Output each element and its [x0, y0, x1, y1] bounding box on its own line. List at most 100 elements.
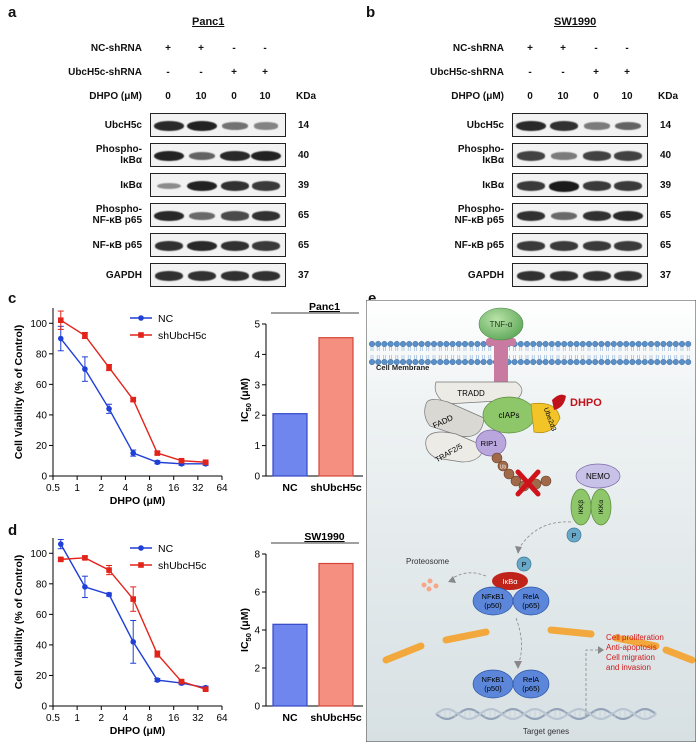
lipid-head [592, 359, 599, 366]
p50-nuclear-label: (p50) [484, 684, 502, 693]
blot-strip [150, 233, 286, 257]
lipid-head [604, 359, 611, 366]
blot-strip [512, 233, 648, 257]
nemo-label: NEMO [586, 472, 610, 481]
y-tick-label: 80 [36, 349, 48, 360]
lipid-head [449, 359, 456, 366]
condition-value: - [199, 67, 203, 78]
category-label: shUbcH5c [310, 482, 362, 494]
lipid-head [573, 341, 580, 348]
legend-marker [138, 315, 144, 321]
data-point [82, 332, 88, 339]
kda-header: KDa [658, 91, 679, 102]
phosphate-label: P [572, 533, 577, 540]
lipid-head [517, 341, 524, 348]
blot-strip [150, 263, 286, 287]
kda-header: KDa [296, 91, 317, 102]
bar-NC [272, 623, 308, 707]
blot-title: Panc1 [192, 16, 225, 28]
protein-band [253, 122, 279, 130]
category-label: NC [282, 712, 298, 724]
protein-band [551, 212, 577, 220]
lipid-head [393, 359, 400, 366]
band-label: UbcH5c [373, 120, 504, 131]
lipid-head [548, 341, 555, 348]
fadd-protein [424, 399, 485, 437]
x-tick-label: 0.5 [46, 713, 60, 724]
band-label-line: UbcH5c [466, 120, 504, 131]
lipid-head [369, 341, 375, 348]
lipid-head [561, 341, 568, 348]
protein-band [614, 151, 642, 161]
data-point [82, 366, 88, 372]
data-point [57, 335, 64, 342]
band-label: IκBα [20, 180, 142, 191]
lipid-head [424, 341, 431, 348]
kda-value: 14 [660, 120, 672, 131]
y-tick-label: 3 [254, 380, 260, 391]
lipid-head [430, 341, 437, 348]
lipid-head [412, 359, 419, 366]
condition-label: NC-shRNA [452, 43, 504, 54]
ubiquitin [503, 468, 515, 480]
lipid-head [412, 341, 419, 348]
lipid-head [486, 359, 493, 366]
lipid-head [629, 341, 636, 348]
protein-band [613, 270, 643, 282]
kda-value: 65 [298, 210, 310, 221]
lipid-head [672, 341, 679, 348]
protein-band [187, 120, 217, 132]
condition-value: - [232, 43, 236, 54]
pathway-diagram: TNF-α Cell Membrane TRADD FADD TRAF2/5 c… [366, 300, 696, 742]
lipid-head [530, 359, 537, 366]
band-label-line: IκBα [482, 180, 504, 191]
protein-band [220, 270, 250, 282]
lipid-head [548, 359, 555, 366]
protein-band [187, 270, 217, 282]
lipid-head [635, 341, 642, 348]
y-axis-label: Cell Viability (% of Control) [13, 555, 25, 690]
band-label: Phospho- NF-κB p65 [20, 204, 142, 226]
lipid-head [573, 359, 580, 366]
lipid-head [672, 359, 679, 366]
kda-value: 65 [660, 210, 672, 221]
ubiquitin [497, 460, 509, 472]
kda-value: 37 [660, 270, 672, 281]
band-label-line: IκBα [482, 155, 504, 166]
blot-strip [512, 203, 648, 227]
lipid-head [616, 359, 623, 366]
x-tick-label: 32 [192, 483, 204, 494]
lipid-head [455, 359, 462, 366]
ube2d3-protein [530, 402, 561, 434]
lipid-head [579, 341, 586, 348]
lipid-head [660, 341, 667, 348]
nuclear-membrane-segment [442, 628, 490, 644]
x-tick-label: 4 [123, 713, 129, 724]
lipid-head [579, 359, 586, 366]
lipid-head [554, 341, 561, 348]
lipid-head [511, 359, 518, 366]
nfkb1-label: NFκB1 [482, 592, 505, 601]
x-tick-label: 1 [74, 713, 80, 724]
legend-marker [138, 545, 144, 551]
data-point [130, 450, 137, 456]
lipid-head [561, 359, 568, 366]
y-tick-label: 2 [254, 411, 260, 422]
data-point [202, 686, 209, 692]
nuclear-membrane-segment [547, 626, 595, 638]
tnf-label: TNF-α [490, 320, 513, 329]
proteasome-label: Proteosome [406, 557, 450, 566]
data-point [106, 591, 112, 598]
lipid-head [418, 359, 425, 366]
condition-value: - [561, 67, 565, 78]
protein-band [154, 150, 184, 162]
condition-value: + [198, 43, 204, 54]
y-tick-label: 8 [254, 550, 260, 561]
category-label: NC [282, 482, 298, 494]
p65-nuclear-label: (p65) [522, 684, 540, 693]
protein-band [188, 151, 216, 161]
ubiquitin [491, 452, 503, 464]
band-label-line: NF-κB p65 [92, 240, 142, 251]
y-tick-label: 6 [254, 588, 260, 599]
lipid-head [468, 359, 475, 366]
